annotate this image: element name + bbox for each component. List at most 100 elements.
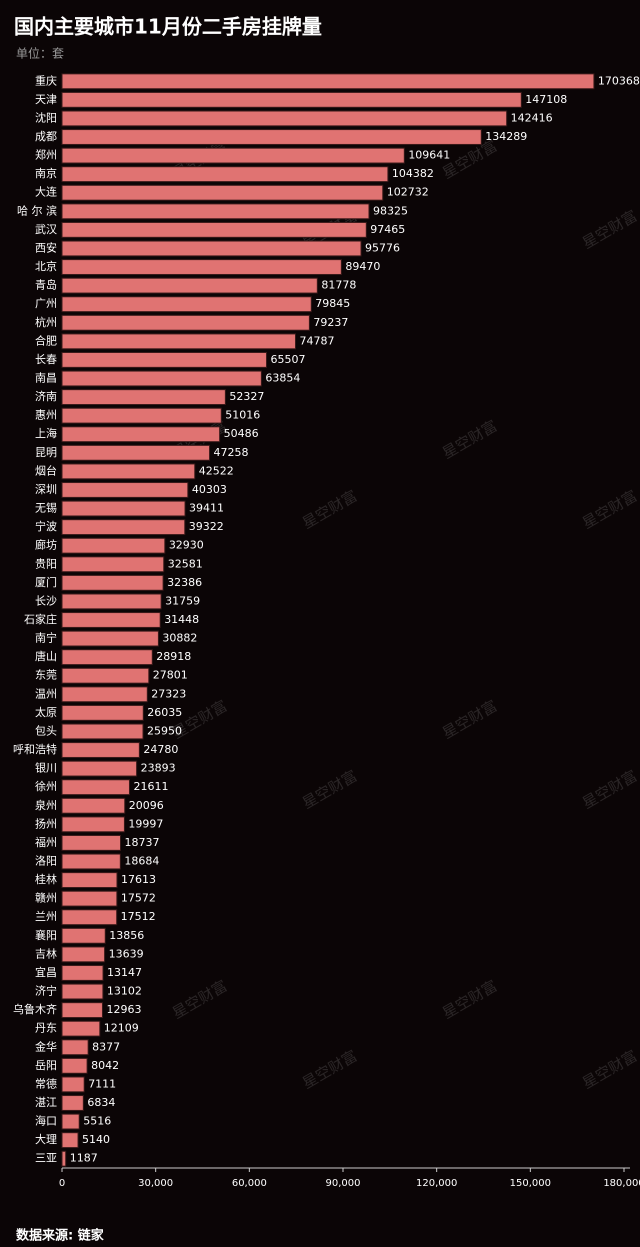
value-label: 1187	[70, 1152, 98, 1165]
bar	[61, 1039, 89, 1056]
x-tick-label: 0	[59, 1178, 65, 1189]
y-tick-label: 济宁	[35, 984, 57, 998]
bar	[61, 444, 211, 461]
chart-title: 国内主要城市11月份二手房挂牌量	[14, 15, 322, 39]
bar	[61, 834, 122, 851]
value-label: 13147	[107, 966, 142, 979]
bar	[61, 704, 144, 721]
y-tick-label: 长春	[35, 353, 57, 366]
value-label: 74787	[300, 334, 335, 347]
value-label: 79237	[313, 316, 348, 329]
value-label: 102732	[387, 186, 429, 199]
y-tick-label: 襄阳	[35, 928, 57, 942]
y-tick-label: 惠州	[35, 408, 57, 422]
bar	[61, 983, 104, 1000]
value-label: 23893	[141, 762, 176, 775]
y-tick-label: 岳阳	[35, 1059, 57, 1072]
bar	[61, 946, 106, 963]
value-label: 79845	[315, 297, 350, 310]
y-tick-label: 深圳	[35, 483, 57, 496]
y-tick-label: 呼和浩特	[13, 742, 57, 756]
value-label: 97465	[370, 223, 405, 236]
value-label: 39322	[189, 520, 224, 533]
bar	[61, 1057, 88, 1074]
bar	[61, 1095, 84, 1111]
y-tick-label: 南昌	[35, 372, 57, 385]
value-label: 8042	[91, 1059, 119, 1072]
y-tick-label: 兰州	[35, 910, 57, 923]
y-tick-label: 广州	[35, 297, 57, 310]
bar	[61, 853, 121, 870]
value-label: 31448	[164, 613, 199, 626]
y-tick-label: 金华	[35, 1039, 57, 1053]
x-tick-label: 180,000	[603, 1178, 640, 1189]
y-tick-label: 合肥	[35, 333, 57, 347]
bar	[61, 909, 118, 926]
bar	[61, 872, 118, 888]
y-tick-label: 泉州	[35, 798, 57, 812]
bar	[61, 890, 118, 907]
y-tick-label: 廊坊	[35, 538, 57, 552]
y-tick-label: 洛阳	[35, 853, 57, 867]
bar	[61, 1132, 79, 1149]
bar	[61, 333, 297, 350]
x-tick-label: 30,000	[138, 1178, 173, 1189]
y-tick-label: 烟台	[35, 463, 57, 477]
bar	[61, 797, 126, 814]
value-label: 6834	[87, 1096, 115, 1109]
bar	[61, 240, 362, 257]
value-label: 51016	[225, 409, 260, 422]
value-label: 24780	[143, 743, 178, 756]
bar	[61, 556, 165, 573]
x-tick-label: 60,000	[232, 1178, 267, 1189]
value-label: 5140	[82, 1133, 110, 1146]
value-label: 39411	[189, 502, 224, 515]
value-label: 5516	[83, 1115, 111, 1128]
value-label: 50486	[224, 427, 259, 440]
value-label: 19997	[128, 817, 163, 830]
bar	[61, 574, 164, 591]
y-tick-label: 常德	[35, 1076, 57, 1090]
value-label: 134289	[485, 130, 527, 143]
value-label: 95776	[365, 241, 400, 254]
bar	[61, 129, 482, 145]
bar	[61, 482, 189, 498]
chart-subtitle: 单位：套	[16, 46, 64, 61]
y-tick-label: 武汉	[35, 223, 57, 236]
y-tick-label: 西安	[35, 240, 57, 254]
bar	[61, 927, 106, 944]
y-tick-label: 海口	[35, 1114, 57, 1128]
bar	[61, 537, 166, 554]
bar	[61, 1020, 101, 1037]
value-label: 81778	[321, 279, 356, 292]
value-label: 147108	[525, 93, 567, 106]
bar	[61, 314, 310, 331]
y-tick-label: 温州	[35, 687, 57, 700]
y-tick-label: 上海	[35, 426, 57, 440]
bar	[61, 73, 595, 90]
value-label: 142416	[511, 111, 553, 124]
y-tick-label: 天津	[35, 93, 57, 106]
value-label: 17613	[121, 873, 156, 886]
value-label: 18737	[125, 836, 160, 849]
value-label: 32581	[168, 557, 203, 570]
x-tick-label: 120,000	[416, 1178, 457, 1189]
value-label: 13639	[109, 947, 144, 960]
value-label: 170368	[598, 74, 640, 87]
bar	[61, 277, 318, 294]
bar	[61, 352, 268, 368]
y-tick-label: 福州	[35, 835, 57, 849]
y-tick-label: 沈阳	[35, 110, 57, 124]
value-label: 30882	[162, 632, 197, 645]
value-label: 89470	[345, 260, 380, 273]
y-tick-label: 徐州	[35, 779, 57, 793]
y-tick-label: 扬州	[35, 816, 57, 830]
y-tick-label: 厦门	[35, 575, 57, 589]
y-tick-label: 包头	[35, 724, 57, 737]
bar	[61, 259, 342, 275]
bar	[61, 686, 148, 703]
bar	[61, 203, 370, 220]
value-label: 7111	[88, 1077, 116, 1090]
